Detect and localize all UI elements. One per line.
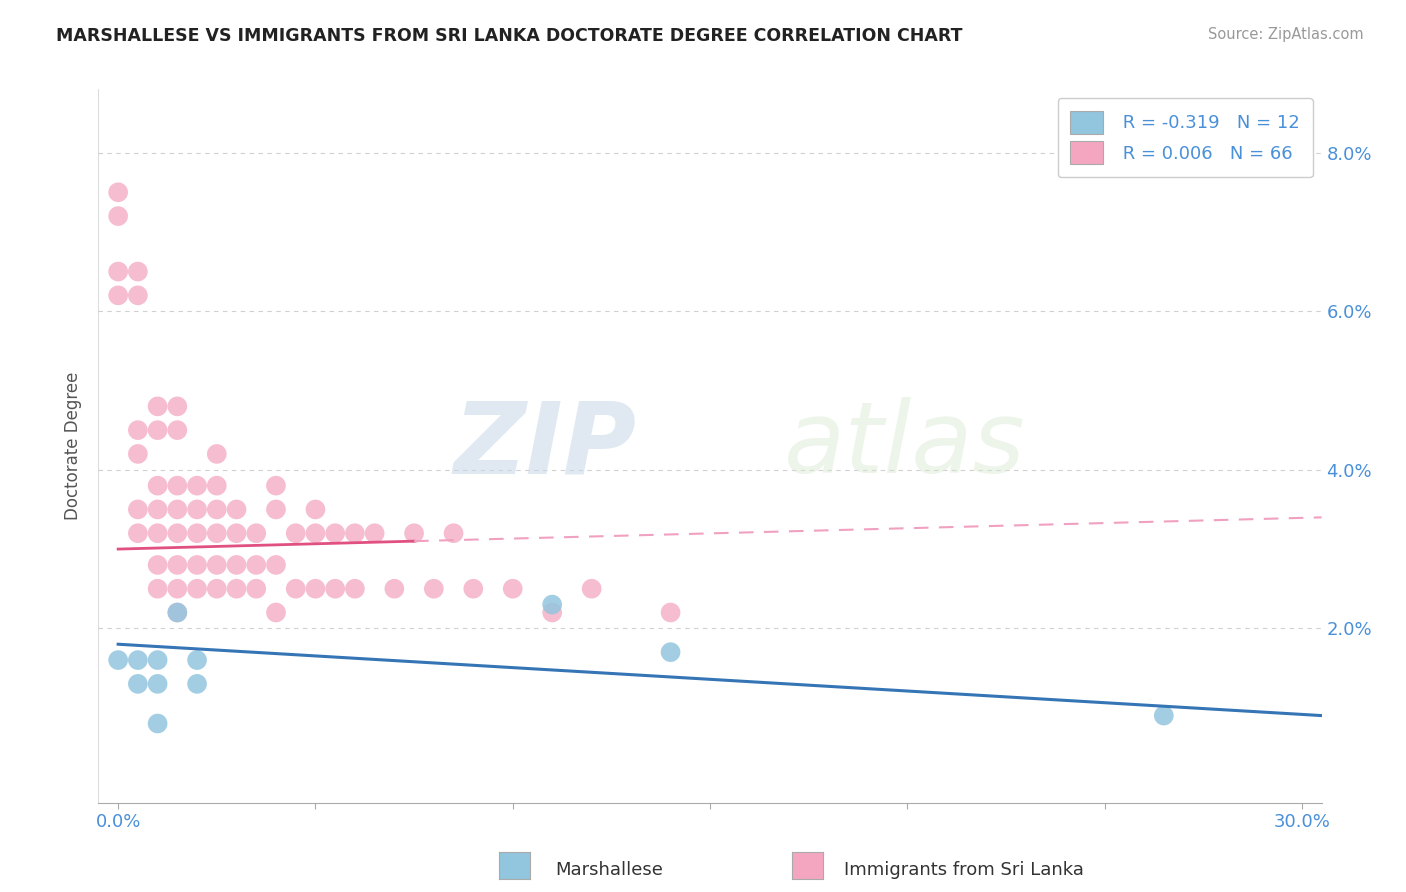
Point — [284, 582, 307, 596]
Point — [146, 502, 169, 516]
Point — [166, 606, 188, 620]
Point — [186, 677, 208, 691]
Point — [146, 582, 169, 596]
Y-axis label: Doctorate Degree: Doctorate Degree — [65, 372, 83, 520]
Point — [343, 526, 366, 541]
Point — [166, 582, 188, 596]
Point — [127, 526, 149, 541]
Point — [127, 502, 149, 516]
Point — [166, 502, 188, 516]
Text: Immigrants from Sri Lanka: Immigrants from Sri Lanka — [844, 861, 1084, 879]
Text: ZIP: ZIP — [454, 398, 637, 494]
Point — [146, 558, 169, 572]
Point — [423, 582, 446, 596]
Point — [382, 582, 405, 596]
Point — [146, 526, 169, 541]
Point — [146, 677, 169, 691]
Point — [166, 400, 188, 414]
Point — [304, 582, 326, 596]
Point — [404, 526, 426, 541]
Point — [284, 526, 307, 541]
Point — [166, 478, 188, 492]
Point — [186, 526, 208, 541]
Point — [245, 526, 267, 541]
Point — [166, 606, 188, 620]
Point — [107, 264, 129, 278]
Point — [264, 502, 287, 516]
Point — [581, 582, 603, 596]
Point — [127, 288, 149, 302]
Point — [264, 478, 287, 492]
Point — [127, 653, 149, 667]
Text: Source: ZipAtlas.com: Source: ZipAtlas.com — [1208, 27, 1364, 42]
Point — [225, 558, 247, 572]
Point — [186, 502, 208, 516]
Point — [205, 526, 228, 541]
Point — [463, 582, 485, 596]
Point — [264, 606, 287, 620]
Point — [1153, 708, 1175, 723]
Point — [146, 478, 169, 492]
Point — [443, 526, 465, 541]
Point — [323, 526, 346, 541]
Text: atlas: atlas — [783, 398, 1025, 494]
Point — [205, 478, 228, 492]
Point — [323, 582, 346, 596]
Point — [343, 582, 366, 596]
Point — [166, 423, 188, 437]
Point — [127, 423, 149, 437]
Point — [186, 558, 208, 572]
Point — [146, 400, 169, 414]
Legend:  R = -0.319   N = 12,  R = 0.006   N = 66: R = -0.319 N = 12, R = 0.006 N = 66 — [1057, 98, 1313, 178]
Point — [541, 606, 564, 620]
Point — [127, 677, 149, 691]
Point — [146, 653, 169, 667]
Point — [225, 526, 247, 541]
Point — [225, 502, 247, 516]
Point — [205, 582, 228, 596]
Point — [205, 558, 228, 572]
Point — [127, 264, 149, 278]
Point — [245, 558, 267, 572]
Point — [186, 478, 208, 492]
Point — [304, 526, 326, 541]
Point — [186, 582, 208, 596]
Point — [659, 606, 682, 620]
Point — [363, 526, 385, 541]
Point — [166, 558, 188, 572]
Point — [166, 526, 188, 541]
Point — [107, 653, 129, 667]
Point — [107, 288, 129, 302]
Point — [186, 653, 208, 667]
Text: Marshallese: Marshallese — [555, 861, 664, 879]
Point — [659, 645, 682, 659]
Point — [107, 209, 129, 223]
Point — [205, 502, 228, 516]
Text: MARSHALLESE VS IMMIGRANTS FROM SRI LANKA DOCTORATE DEGREE CORRELATION CHART: MARSHALLESE VS IMMIGRANTS FROM SRI LANKA… — [56, 27, 963, 45]
Point — [264, 558, 287, 572]
Point — [225, 582, 247, 596]
Point — [107, 186, 129, 200]
Point — [245, 582, 267, 596]
Point — [146, 716, 169, 731]
Point — [205, 447, 228, 461]
Point — [541, 598, 564, 612]
Point — [502, 582, 524, 596]
Point — [304, 502, 326, 516]
Point — [146, 423, 169, 437]
Point — [127, 447, 149, 461]
